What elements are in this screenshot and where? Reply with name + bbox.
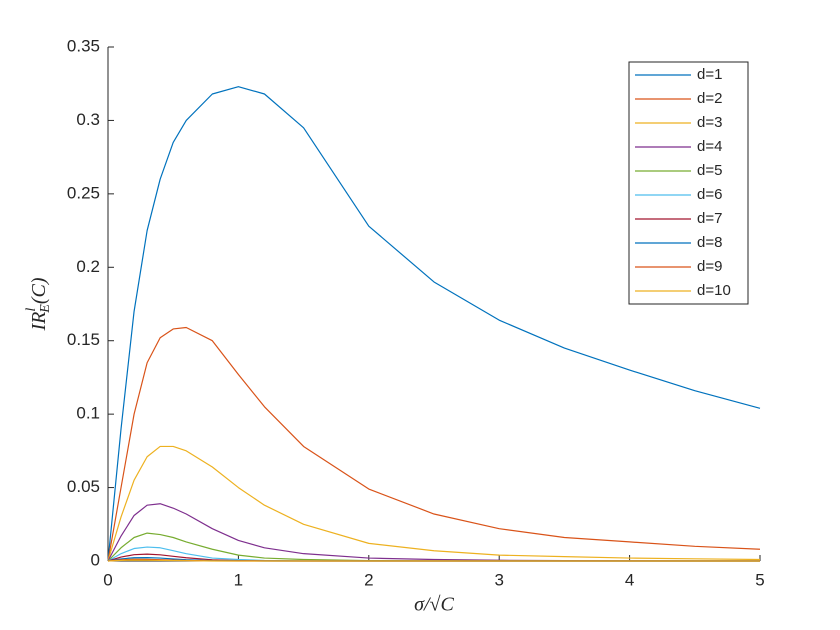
legend-label: d=6	[697, 186, 722, 203]
legend-label: d=8	[697, 234, 722, 251]
y-tick-label: 0	[91, 550, 100, 569]
x-axis-label: σ/√C	[414, 594, 454, 616]
y-tick-label: 0.05	[67, 477, 100, 496]
y-label-base: IR	[28, 312, 50, 332]
legend: d=1 d=2 d=3 d=4 d=5 d=6 d=7 d=8 d=9 d=10	[628, 61, 749, 305]
x-tick-label: 1	[234, 570, 243, 589]
y-label-sup: l	[24, 308, 39, 312]
y-tick-label: 0.2	[76, 257, 100, 276]
legend-label: d=10	[697, 282, 731, 299]
series-line	[107, 86, 761, 562]
legend-label: d=7	[697, 210, 722, 227]
y-tick-label: 0.15	[67, 330, 100, 349]
y-tick-label: 0.3	[76, 110, 100, 129]
y-tick-label: 0.1	[76, 404, 100, 423]
legend-label: d=3	[697, 114, 722, 131]
y-label-sub: E	[38, 304, 53, 314]
x-tick-label: 3	[494, 570, 503, 589]
legend-label: d=5	[697, 162, 722, 179]
series-line	[107, 445, 761, 562]
y-label-tail: (C)	[28, 277, 50, 304]
legend-label: d=1	[697, 66, 722, 83]
series-line	[107, 326, 761, 562]
legend-label: d=9	[697, 258, 722, 275]
y-tick-label: 0.25	[67, 183, 100, 202]
legend-label: d=4	[697, 138, 722, 155]
x-tick-label: 0	[103, 570, 112, 589]
x-tick-label: 2	[364, 570, 373, 589]
y-axis-label: IRlE(C)	[24, 277, 53, 331]
legend-box	[628, 61, 749, 305]
x-tick-label: 4	[625, 570, 634, 589]
series-line	[107, 559, 760, 562]
y-tick-label: 0.35	[67, 36, 100, 55]
legend-label: d=2	[697, 90, 722, 107]
series-line	[107, 503, 760, 562]
x-tick-label: 5	[755, 570, 764, 589]
